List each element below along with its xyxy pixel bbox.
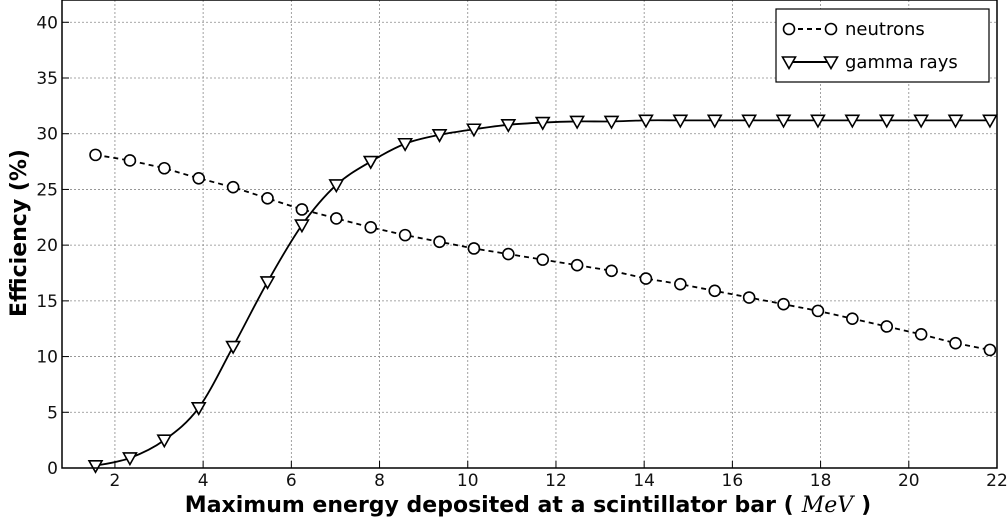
data-point [433,235,446,249]
data-point [431,129,448,143]
data-point [190,402,207,416]
legend-label: gamma rays [845,52,958,73]
data-point [534,116,551,131]
data-point [362,155,379,170]
data-point [87,459,104,474]
y-tick-label: 15 [36,292,58,312]
legend: neutrons gamma rays [775,8,990,83]
data-point [294,219,310,234]
data-point [502,247,515,261]
data-point [603,115,620,130]
data-point [638,114,654,129]
data-point [777,297,790,311]
x-axis-title: Maximum energy deposited at a scintillat… [185,493,871,518]
x-tick-label: 6 [286,471,297,491]
y-tick-label: 30 [36,125,58,145]
data-point [741,114,758,129]
data-point [536,253,550,266]
y-tick-label: 25 [36,180,58,200]
data-point [364,221,378,234]
x-tick-label: 4 [198,471,209,491]
data-point [500,119,517,133]
data-point [570,258,584,272]
x-tick-label: 14 [633,471,655,491]
x-tick-label: 16 [722,471,744,491]
x-tick-label: 12 [545,471,567,491]
data-point [397,137,413,152]
data-point [914,327,928,341]
series-gamma-rays [87,114,998,474]
data-point [225,340,241,355]
data-point [261,192,274,205]
x-tick-label: 22 [986,471,1008,491]
legend-marker [823,56,839,71]
data-point [89,148,102,162]
x-tick-label: 8 [374,471,385,491]
data-point [639,272,653,285]
legend-marker [781,56,797,71]
data-point [605,264,618,278]
data-point [192,171,206,185]
axis-ticks [62,21,998,469]
data-point [983,343,997,357]
legend-item: neutrons [782,19,925,40]
plot-frame [61,0,998,469]
y-tick-label: 20 [36,236,58,256]
y-tick-label: 40 [36,13,58,33]
y-axis-title: Efficiency (%) [7,149,32,317]
x-tick-label: 20 [898,471,920,491]
data-point [775,114,792,129]
tick-labels: 2 4 6 8 10 12 14 16 18 20 22 0 5 10 15 20 25 30 35 40 [36,13,1007,491]
data-point [295,203,309,216]
data-point [156,434,173,449]
y-tick-label: 10 [36,348,58,368]
series-layer [87,114,998,474]
y-tick-label: 0 [47,459,58,479]
data-point [467,242,481,255]
legend-marker [782,22,796,36]
x-axis-title-unit: MeV [801,493,856,518]
data-point [398,228,412,242]
legend-items: neutrons gamma rays [781,19,958,73]
data-point [674,277,687,291]
data-point [328,179,345,194]
data-point [259,276,276,291]
data-point [811,304,825,318]
x-tick-label: 18 [810,471,832,491]
data-point [810,114,826,129]
legend-box [775,8,990,83]
series-neutrons [89,148,997,357]
data-point [947,114,964,129]
data-point [226,180,240,194]
data-point [330,212,343,225]
legend-marker [824,22,838,36]
data-point [913,114,930,129]
data-point [880,320,894,333]
data-point [672,114,689,129]
data-point [949,336,962,350]
legend-label: neutrons [845,19,925,40]
x-axis-title-suffix: ) [861,493,871,518]
data-point [569,115,586,130]
x-axis-title-prefix: Maximum energy deposited at a scintillat… [185,493,794,518]
data-point [123,154,137,167]
data-point [878,114,895,129]
data-point [742,291,756,304]
data-point [846,312,859,325]
x-tick-label: 10 [457,471,479,491]
data-point [982,114,998,129]
data-point [844,114,861,129]
data-point [706,114,723,129]
x-tick-label: 2 [110,471,121,491]
legend-item: gamma rays [781,52,958,73]
y-tick-label: 5 [47,403,58,423]
data-point [122,452,138,467]
y-tick-label: 35 [36,69,58,89]
data-point [708,284,722,298]
data-point [158,161,171,175]
data-point [466,123,482,138]
